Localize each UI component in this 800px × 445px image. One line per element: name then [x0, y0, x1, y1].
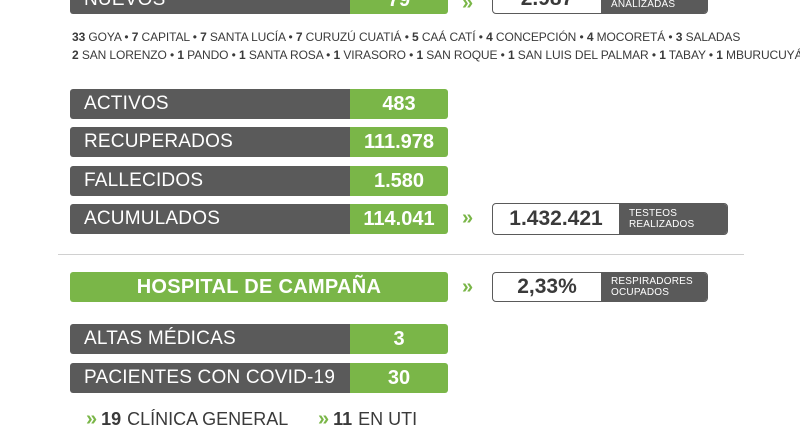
footer-clinica: » 19 CLÍNICA GENERAL	[86, 408, 288, 431]
city-name: CAPITAL	[141, 30, 190, 44]
city-name: SANTA LUCÍA	[209, 30, 286, 44]
stat-label: FALLECIDOS	[70, 166, 350, 196]
city-name: CURUZÚ CUATIÁ	[305, 30, 402, 44]
hospital-title-text: HOSPITAL DE CAMPAÑA	[136, 275, 382, 298]
city-name: SANTA ROSA	[248, 48, 323, 62]
hospital-title: HOSPITAL DE CAMPAÑA	[70, 272, 448, 302]
testeos-tag: TESTEOS REALIZADOS	[619, 204, 727, 234]
city-name: CONCEPCIÓN	[495, 30, 577, 44]
nuevos-label: NUEVOS	[70, 0, 350, 14]
city-count: 7	[200, 30, 207, 44]
city-name: SAN ROQUE	[426, 48, 498, 62]
city-name: SAN LUIS DEL PALMAR	[517, 48, 649, 62]
city-count: 5	[412, 30, 419, 44]
clinica-count: 19	[101, 409, 122, 429]
respiradores-tag-line2: OCUPADOS	[611, 287, 670, 298]
hospital-stat-value: 3	[350, 324, 448, 354]
footer-uti: » 11 EN UTI	[318, 408, 417, 431]
stat-value: 483	[350, 89, 448, 119]
analizadas-tag-text: ANALIZADAS	[611, 0, 676, 10]
city-count: 1	[659, 48, 666, 62]
stat-label: RECUPERADOS	[70, 127, 350, 157]
hospital-stat-label: ALTAS MÉDICAS	[70, 324, 350, 354]
city-name: TABAY	[668, 48, 706, 62]
analizadas-box: 2.987 ANALIZADAS	[492, 0, 708, 14]
separator: •	[322, 48, 334, 62]
stat-label: ACUMULADOS	[70, 204, 350, 234]
respiradores-value: 2,33%	[517, 275, 577, 298]
separator: •	[576, 30, 587, 44]
nuevos-value-text: 79	[388, 0, 410, 12]
respiradores-box: 2,33% RESPIRADORES OCUPADOS	[492, 272, 708, 302]
stat-label: ACTIVOS	[70, 89, 350, 119]
chevron-right-icon: »	[462, 0, 473, 14]
section-divider	[58, 254, 744, 255]
city-count: 7	[131, 30, 139, 44]
hospital-stat-label: PACIENTES CON COVID-19	[70, 363, 350, 393]
city-count: 33	[72, 30, 86, 44]
respiradores-tag: RESPIRADORES OCUPADOS	[601, 273, 707, 301]
city-count: 1	[239, 48, 246, 62]
city-count: 1	[333, 48, 341, 62]
separator: •	[228, 48, 239, 62]
city-count: 3	[675, 30, 683, 44]
separator: •	[189, 30, 201, 44]
city-count: 1	[507, 48, 515, 62]
cities-line-2: 2 SAN LORENZO • 1 PANDO • 1 SANTA ROSA •…	[72, 48, 800, 62]
hospital-stat-value: 30	[350, 363, 448, 393]
city-name: MBURUCUYÁ	[726, 48, 800, 62]
testeos-value: 1.432.421	[509, 207, 603, 230]
chevron-right-icon: »	[462, 276, 473, 298]
city-count: 4	[486, 30, 493, 44]
city-count: 4	[586, 30, 594, 44]
separator: •	[475, 30, 487, 44]
cities-line-1: 33 GOYA • 7 CAPITAL • 7 SANTA LUCÍA • 7 …	[72, 30, 740, 44]
uti-count: 11	[333, 409, 353, 429]
analizadas-tag: ANALIZADAS	[601, 0, 707, 13]
chevron-right-icon: »	[462, 207, 473, 229]
testeos-tag-line1: TESTEOS	[629, 208, 678, 219]
separator: •	[285, 30, 296, 44]
city-count: 1	[416, 48, 424, 62]
chevron-right-icon: »	[318, 408, 329, 430]
city-name: SAN LORENZO	[81, 48, 167, 62]
city-count: 2	[72, 48, 79, 62]
stat-value: 1.580	[350, 166, 448, 196]
stat-value: 111.978	[350, 127, 448, 157]
chevron-right-icon: »	[86, 408, 97, 430]
separator: •	[705, 48, 717, 62]
city-name: MOCORETÁ	[596, 30, 666, 44]
respiradores-tag-line1: RESPIRADORES	[611, 276, 693, 287]
city-count: 1	[177, 48, 184, 62]
city-name: CAÁ CATÍ	[421, 30, 476, 44]
separator: •	[401, 30, 413, 44]
clinica-text: CLÍNICA GENERAL	[127, 409, 289, 429]
city-count: 7	[295, 30, 303, 44]
city-name: VIRASORO	[343, 48, 406, 62]
city-name: SALADAS	[685, 30, 741, 44]
nuevos-label-text: NUEVOS	[84, 0, 165, 11]
nuevos-value: 79	[350, 0, 448, 14]
testeos-tag-line2: REALIZADOS	[629, 219, 695, 230]
city-name: PANDO	[187, 48, 229, 62]
separator: •	[405, 48, 417, 62]
separator: •	[665, 30, 676, 44]
separator: •	[121, 30, 132, 44]
city-count: 1	[716, 48, 723, 62]
separator: •	[648, 48, 660, 62]
testeos-box: 1.432.421 TESTEOS REALIZADOS	[492, 203, 728, 235]
analizadas-value: 2.987	[493, 0, 601, 13]
stat-value: 114.041	[350, 204, 448, 234]
city-name: GOYA	[88, 30, 122, 44]
separator: •	[497, 48, 508, 62]
uti-text: EN UTI	[358, 409, 418, 429]
separator: •	[166, 48, 178, 62]
